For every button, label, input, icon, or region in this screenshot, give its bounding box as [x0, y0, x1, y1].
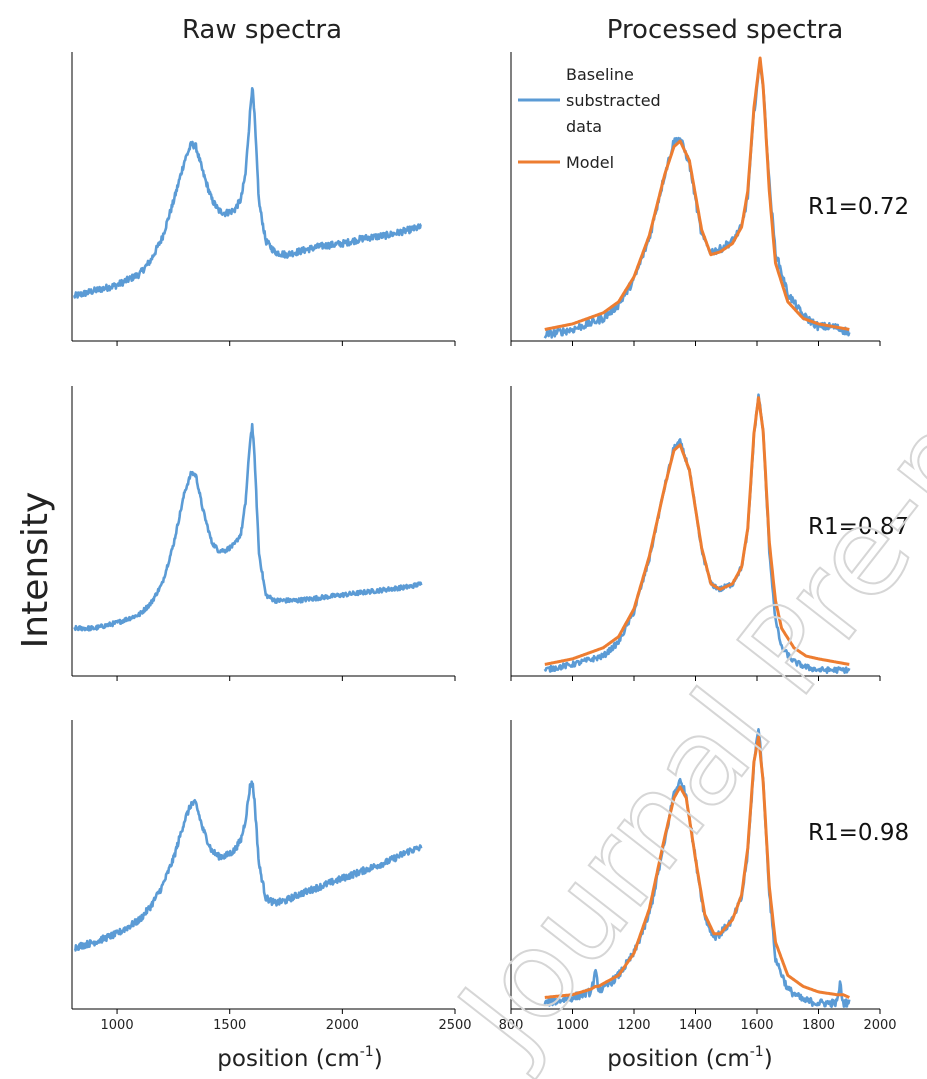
r1-annotation: R1=0.72	[808, 194, 909, 220]
r1-annotation: R1=0.98	[808, 820, 909, 846]
r1-annotation: R1=0.87	[808, 514, 909, 540]
data-series-line	[73, 780, 423, 952]
legend: Baseline substracted data Model	[518, 65, 661, 172]
x-tick-label: 2000	[326, 1018, 359, 1033]
panel-processed-3: 800 1000 1200 1400 1600 1800 2000 R1=0.98	[499, 720, 909, 1033]
x-tick-label: 2000	[863, 1018, 896, 1033]
panel-processed-2: R1=0.87	[510, 386, 909, 681]
data-series-line	[73, 87, 422, 299]
model-series-line	[544, 735, 850, 999]
x-tick-label: 800	[499, 1018, 524, 1033]
x-tick-label: 1000	[101, 1018, 134, 1033]
y-axis-label: Intensity	[15, 492, 56, 649]
panel-processed-1: R1=0.72	[510, 52, 909, 346]
legend-data-label-line3: data	[566, 117, 602, 136]
panel-raw-2	[71, 386, 456, 681]
panels: 1000 1500 2000 2500 R1=0.72 R1=0.87 800 1000 120…	[71, 52, 909, 1033]
x-tick-label: 1800	[802, 1018, 835, 1033]
x-tick-label: 1200	[617, 1018, 650, 1033]
processed-column-title: Processed spectra	[607, 15, 844, 45]
legend-model-label: Model	[566, 153, 614, 172]
x-tick-label: 1500	[213, 1018, 246, 1033]
x-tick-label: 1000	[556, 1018, 589, 1033]
x-tick-label: 2500	[438, 1018, 471, 1033]
x-tick-label: 1400	[679, 1018, 712, 1033]
raw-x-axis-label: position (cm-1)	[217, 1044, 382, 1072]
model-series-line	[544, 56, 850, 331]
legend-data-label-line2: substracted	[566, 91, 661, 110]
x-tick-label: 1600	[740, 1018, 773, 1033]
panel-raw-3: 1000 1500 2000 2500	[71, 720, 472, 1033]
raw-column-title: Raw spectra	[182, 15, 342, 45]
watermark: Journal Pre-proof	[429, 203, 927, 1079]
panel-raw-1	[71, 52, 456, 346]
processed-x-axis-label: position (cm-1)	[607, 1044, 772, 1072]
model-series-line	[544, 396, 850, 666]
legend-data-label-line1: Baseline	[566, 65, 634, 84]
data-series-line	[73, 422, 423, 632]
